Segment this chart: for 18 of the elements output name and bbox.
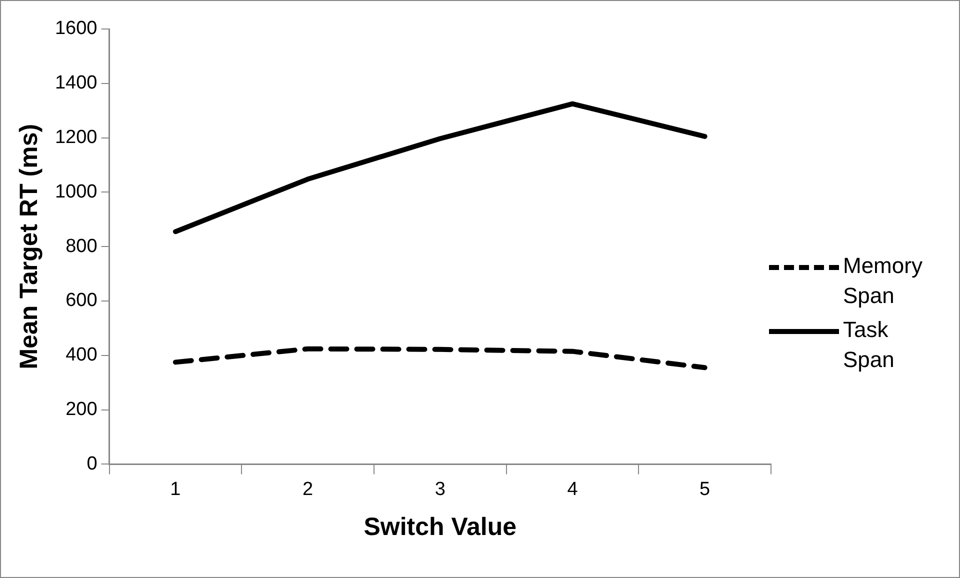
x-tick-label: 3	[434, 478, 446, 500]
x-tick-label: 1	[170, 478, 181, 500]
x-tick-label: 4	[567, 478, 578, 500]
y-tick-label: 1200	[54, 127, 98, 148]
x-axis-title: Switch Value	[364, 512, 517, 541]
y-tick-label: 1600	[54, 18, 98, 40]
x-tick-label: 2	[302, 478, 314, 500]
x-tick-label: 5	[700, 478, 710, 500]
y-tick-label: 800	[66, 236, 98, 257]
y-tick-label: 1000	[54, 181, 98, 202]
y-tick-label: 200	[66, 399, 98, 420]
legend-label: Memory Span	[843, 252, 924, 310]
y-tick-label: 600	[66, 290, 98, 312]
y-axis-title: Mean Target RT (ms)	[14, 124, 43, 370]
y-tick-label: 400	[66, 344, 98, 366]
y-tick-label: 0	[86, 453, 98, 474]
y-tick-label: 1400	[54, 72, 98, 94]
legend-label: Task Span	[843, 316, 896, 374]
